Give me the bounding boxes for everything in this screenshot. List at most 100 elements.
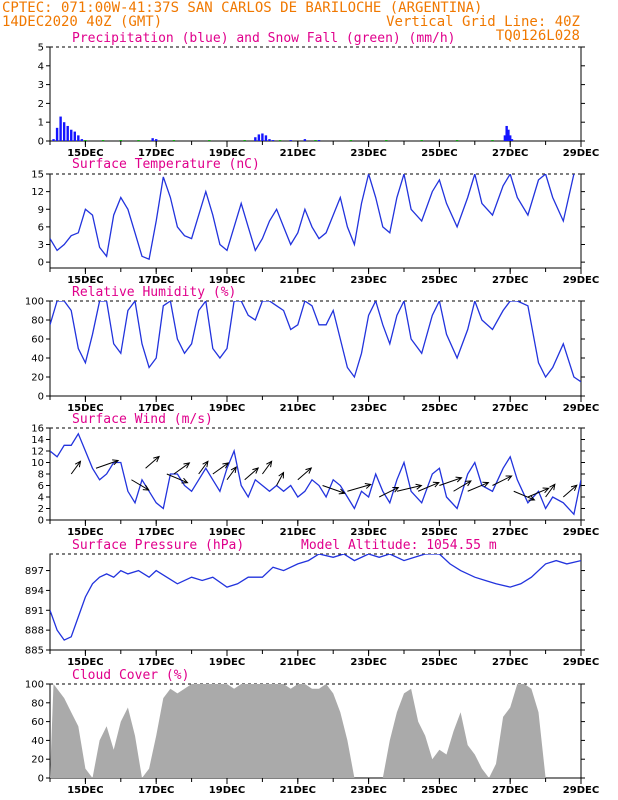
x-tick-label: 27DEC bbox=[492, 785, 528, 796]
precip-bar bbox=[503, 135, 507, 141]
precip-bar bbox=[264, 135, 268, 141]
y-tick-label: 40 bbox=[31, 736, 44, 747]
plot-frame bbox=[49, 427, 582, 521]
y-tick-label: 10 bbox=[31, 458, 44, 469]
precip-bar bbox=[317, 140, 321, 141]
pres-line bbox=[50, 554, 581, 641]
wind-arrow bbox=[226, 466, 237, 481]
wind-arrow bbox=[322, 485, 345, 494]
precip-bar bbox=[254, 137, 257, 141]
panel-annotation: Model Altitude: 1054.55 m bbox=[301, 538, 497, 553]
x-tick-label: 21DEC bbox=[280, 785, 316, 796]
panels: Precipitation (blue) and Snow Fall (gree… bbox=[25, 31, 599, 796]
y-tick-label: 3 bbox=[38, 240, 44, 251]
y-tick-label: 0 bbox=[38, 516, 44, 527]
x-tick-label: 23DEC bbox=[350, 785, 386, 796]
panel-temp: Surface Temperature (nC) 0 3 6 9 12 15 15DEC 17D… bbox=[31, 157, 599, 286]
y-tick-label: 60 bbox=[31, 717, 44, 728]
wind-arrow-head bbox=[392, 486, 400, 493]
y-tick-label: 6 bbox=[38, 481, 44, 492]
precip-bar bbox=[509, 135, 512, 141]
x-tick-label: 29DEC bbox=[563, 527, 599, 538]
precip-bar bbox=[62, 122, 66, 141]
wind-arrow bbox=[513, 490, 535, 501]
x-tick-label: 29DEC bbox=[563, 148, 599, 159]
x-tick-label: 27DEC bbox=[492, 275, 528, 286]
wind-arrow-head bbox=[74, 460, 82, 468]
snow-bar bbox=[137, 140, 140, 141]
x-tick-label: 25DEC bbox=[421, 403, 457, 414]
x-tick-label: 27DEC bbox=[492, 657, 528, 668]
x-tick-label: 15DEC bbox=[67, 657, 103, 668]
x-tick-label: 27DEC bbox=[492, 403, 528, 414]
wind-arrow-head bbox=[278, 471, 285, 479]
snow-bar bbox=[84, 140, 87, 141]
wind-arrow-head bbox=[455, 476, 463, 483]
snow-bar bbox=[101, 140, 105, 141]
x-tick-label: 25DEC bbox=[421, 785, 457, 796]
x-tick-label: 15DEC bbox=[67, 275, 103, 286]
wind-arrow-head bbox=[142, 484, 150, 491]
precip-bar bbox=[151, 138, 154, 141]
x-tick-label: 25DEC bbox=[421, 657, 457, 668]
y-tick-label: 3 bbox=[38, 80, 44, 91]
x-tick-label: 29DEC bbox=[563, 275, 599, 286]
wind-arrow bbox=[297, 467, 312, 481]
plot-frame bbox=[49, 553, 582, 651]
y-tick-label: 12 bbox=[31, 187, 44, 198]
x-tick-label: 17DEC bbox=[138, 785, 174, 796]
snow-bar bbox=[349, 140, 353, 141]
y-tick-label: 15 bbox=[31, 170, 44, 181]
wind-arrow bbox=[378, 487, 399, 498]
snow-bar bbox=[491, 140, 494, 141]
wind-arrow-head bbox=[252, 467, 260, 474]
precip-bar bbox=[155, 139, 158, 141]
y-tick-label: 100 bbox=[25, 297, 44, 308]
x-tick-label: 25DEC bbox=[421, 275, 457, 286]
y-tick-label: 891 bbox=[25, 606, 44, 617]
x-tick-label: 25DEC bbox=[421, 527, 457, 538]
precip-bar bbox=[510, 139, 514, 141]
y-tick-label: 894 bbox=[25, 586, 44, 597]
wind-arrow-head bbox=[415, 483, 423, 490]
panel-title: Surface Pressure (hPa) bbox=[72, 538, 244, 553]
panel-pres: Surface Pressure (hPa) Model Altitude: 10… bbox=[25, 538, 599, 668]
wind-arrow bbox=[70, 461, 81, 475]
x-tick-label: 21DEC bbox=[280, 148, 316, 159]
y-tick-label: 14 bbox=[31, 435, 44, 446]
x-tick-label: 21DEC bbox=[280, 275, 316, 286]
y-tick-label: 60 bbox=[31, 335, 44, 346]
x-tick-label: 23DEC bbox=[350, 527, 386, 538]
y-tick-label: 0 bbox=[38, 137, 44, 148]
wind-arrow-head bbox=[528, 495, 536, 501]
wind-arrow-head bbox=[153, 455, 160, 463]
x-tick-label: 15DEC bbox=[67, 148, 103, 159]
x-tick-label: 19DEC bbox=[209, 148, 245, 159]
wind-arrow bbox=[453, 480, 472, 492]
x-tick-label: 23DEC bbox=[350, 403, 386, 414]
precip-bar bbox=[257, 134, 261, 141]
panel-precip: Precipitation (blue) and Snow Fall (gree… bbox=[38, 31, 600, 159]
x-tick-label: 23DEC bbox=[350, 148, 386, 159]
header-code: TQ0126L028 bbox=[496, 28, 580, 44]
wind-arrow-head bbox=[482, 481, 490, 488]
wind-arrow-head bbox=[464, 480, 472, 487]
panel-title: Surface Wind (m/s) bbox=[72, 412, 213, 427]
x-tick-label: 23DEC bbox=[350, 275, 386, 286]
y-tick-label: 80 bbox=[31, 698, 44, 709]
precip-bar bbox=[261, 133, 264, 141]
snow-bar bbox=[208, 140, 211, 141]
x-tick-label: 19DEC bbox=[209, 275, 245, 286]
wind-arrow-head bbox=[230, 466, 237, 474]
precip-bar bbox=[73, 131, 76, 141]
header-grid-line: Vertical Grid Line: 40Z bbox=[386, 14, 580, 30]
y-tick-label: 20 bbox=[31, 755, 44, 766]
wind-arrow-head bbox=[542, 487, 550, 494]
wind-arrow-head bbox=[305, 467, 313, 474]
x-tick-label: 19DEC bbox=[209, 657, 245, 668]
panel-rh: Relative Humidity (%) 0 20 40 60 80 100 15DEC 17… bbox=[25, 285, 599, 414]
x-tick-label: 21DEC bbox=[280, 527, 316, 538]
y-tick-label: 6 bbox=[38, 222, 44, 233]
x-tick-label: 29DEC bbox=[563, 657, 599, 668]
